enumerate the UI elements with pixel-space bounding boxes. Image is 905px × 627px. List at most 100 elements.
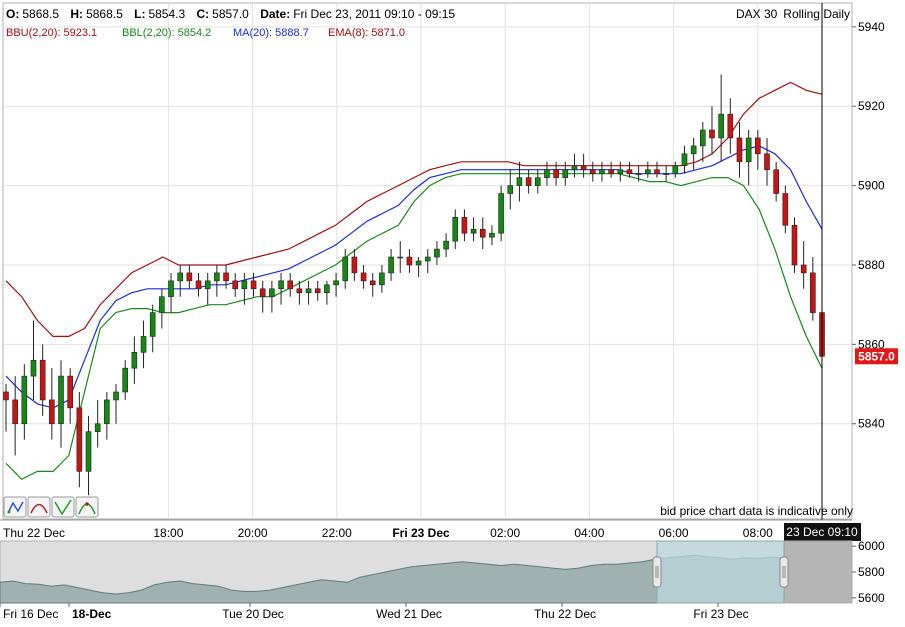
- candle-body: [232, 280, 239, 290]
- nav-x-tick-label: Fri 16 Dec: [3, 607, 58, 621]
- curve-chart-tool-icon[interactable]: [27, 496, 51, 518]
- candle-body: [94, 423, 101, 432]
- candle-body: [654, 169, 660, 174]
- candle-body: [571, 165, 578, 171]
- nav-x-tick-label: Fri 23 Dec: [693, 607, 748, 621]
- x-tick-label: 20:00: [238, 526, 268, 540]
- time-axis: Thu 22 Dec 18:00 20:00 22:00 Fri 23 Dec 02:00…: [0, 519, 852, 540]
- candle-body: [241, 280, 248, 290]
- candle-body: [149, 312, 156, 337]
- candle-body: [663, 173, 669, 175]
- candle-body: [287, 280, 294, 290]
- candle-body: [745, 137, 752, 163]
- candle-body: [553, 169, 559, 178]
- candle-body: [131, 351, 138, 369]
- nav-x-tick-label: Thu 22 Dec: [534, 607, 596, 621]
- candle-body: [608, 169, 614, 174]
- candle-body: [672, 165, 679, 174]
- candle-body: [223, 272, 229, 282]
- candle-body: [3, 391, 9, 401]
- navigator-date-axis: Fri 16 Dec 18-Dec Tue 20 Dec Wed 21 Dec Thu …: [0, 603, 749, 621]
- x-tick-label: Thu 22 Dec: [3, 526, 65, 540]
- candle-body: [434, 248, 440, 258]
- candle-body: [67, 375, 73, 409]
- indicator-chart-tool-icon[interactable]: [75, 496, 99, 518]
- nav-y-tick-label: 6000: [858, 539, 885, 553]
- candle-body: [580, 165, 587, 171]
- candle-body: [736, 137, 743, 163]
- y-tick-label: 5900: [858, 179, 885, 193]
- candle-body: [351, 256, 358, 274]
- indicator-legend: BBU(2,20): 5923.1 BBL(2,20): 5854.2 MA(2…: [6, 27, 405, 39]
- candle-body: [140, 336, 147, 353]
- candle-body: [296, 288, 303, 294]
- candle-body: [85, 431, 92, 472]
- candle-body: [562, 169, 569, 178]
- candle-body: [690, 145, 697, 155]
- last-price-badge: 5857.0: [855, 348, 898, 365]
- y-tick-label: 5840: [858, 417, 885, 431]
- candle-body: [259, 288, 266, 298]
- candle-body: [177, 272, 184, 282]
- candle-body: [479, 228, 486, 238]
- candle-body: [718, 113, 724, 139]
- candle-body: [544, 169, 550, 178]
- candle-body: [278, 280, 284, 290]
- candle-body: [21, 375, 28, 425]
- candle-body: [443, 240, 449, 250]
- candle-body: [635, 173, 642, 175]
- candle-body: [314, 288, 321, 294]
- series-line-ma-20: [5, 145, 823, 409]
- range-navigator[interactable]: 5600 5800 6000 Fri 16 Dec 18-Dec Tue 20 Dec W…: [0, 539, 885, 621]
- candle-body: [727, 113, 734, 139]
- navigator-selection[interactable]: [656, 540, 785, 604]
- svg-text:5857.0: 5857.0: [858, 349, 895, 363]
- series-line-bbl-2-20: [5, 173, 823, 481]
- candle-body: [104, 399, 110, 425]
- chart-tool-buttons: [3, 496, 99, 518]
- candle-body: [58, 375, 64, 425]
- x-tick-label: 08:00: [743, 526, 773, 540]
- candle-body: [800, 264, 807, 274]
- candle-body: [534, 177, 541, 186]
- candle-body: [700, 129, 706, 147]
- y-tick-label: 5860: [858, 337, 885, 351]
- candle-body: [424, 256, 431, 262]
- candle-body: [305, 288, 312, 294]
- candle-body: [755, 137, 761, 155]
- nav-y-tick-label: 5800: [858, 565, 885, 579]
- candle-body: [452, 217, 459, 242]
- line-chart-tool-icon[interactable]: [3, 496, 27, 518]
- candle-body: [406, 256, 413, 266]
- x-tick-label: 04:00: [574, 526, 604, 540]
- candle-body: [461, 217, 468, 234]
- candle-body: [764, 153, 770, 171]
- candle-body: [379, 272, 385, 286]
- candle-body: [168, 280, 174, 298]
- candle-body: [525, 177, 532, 186]
- candle-body: [269, 288, 275, 298]
- trend-chart-tool-icon[interactable]: [51, 496, 75, 518]
- candle-body: [186, 272, 193, 282]
- candle-body: [415, 260, 422, 266]
- candle-body: [30, 359, 37, 377]
- navigator-right-handle[interactable]: [779, 556, 789, 588]
- candle-body: [204, 280, 211, 290]
- crosshair-time-label: 23 Dec 09:10: [784, 523, 861, 541]
- candle-body: [709, 129, 715, 139]
- candle-body: [589, 169, 596, 174]
- candle-body: [617, 169, 624, 174]
- candle-body: [470, 228, 477, 234]
- candle-body: [49, 399, 55, 425]
- candle-body: [489, 232, 495, 238]
- candle-body: [76, 407, 83, 472]
- navigator-left-handle[interactable]: [652, 556, 662, 588]
- nav-y-tick-label: 5600: [858, 591, 885, 605]
- x-tick-label: 18:00: [153, 526, 183, 540]
- candle-body: [195, 280, 202, 290]
- candle-body: [516, 177, 523, 186]
- x-tick-label: 06:00: [659, 526, 689, 540]
- ohlc-readout: O: 5868.5 H: 5868.5 L: 5854.3 C: 5857.0 Date…: [6, 7, 455, 21]
